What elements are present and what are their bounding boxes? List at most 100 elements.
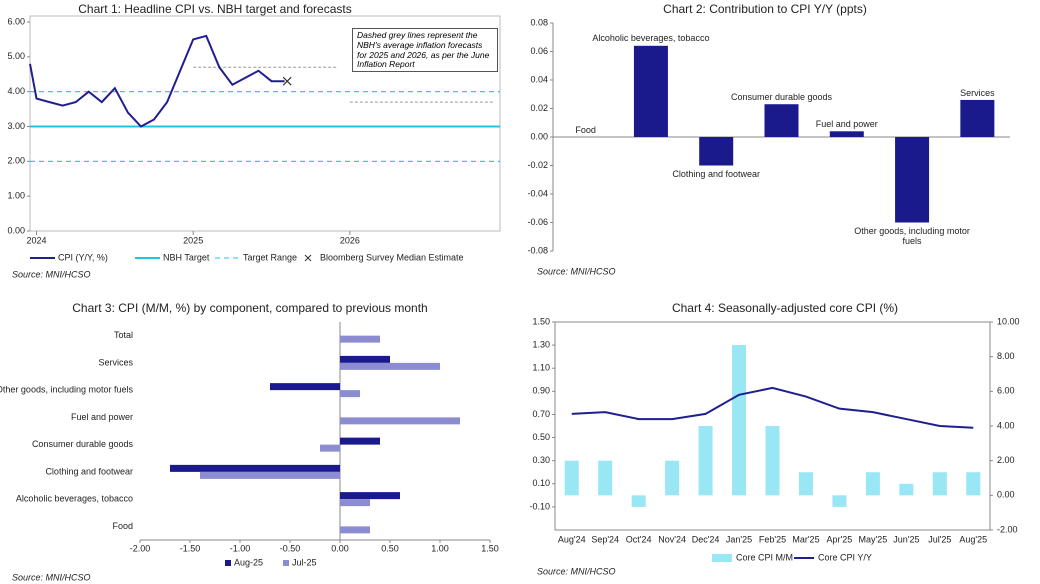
bar <box>320 444 340 452</box>
x-tick-label: 2025 <box>183 235 203 245</box>
x-tick-label: Mar'25 <box>792 534 819 544</box>
bar <box>170 464 340 472</box>
legend-swatch <box>283 560 289 566</box>
bar <box>598 460 613 496</box>
y-tick-label: 1.50 <box>532 316 550 326</box>
bar <box>698 426 713 496</box>
y-tick-label: 0.70 <box>532 409 550 419</box>
y-tick-label: -0.02 <box>527 160 548 170</box>
x-tick-label: -2.00 <box>130 543 151 553</box>
x-tick-label: Jul'25 <box>928 534 951 544</box>
bar <box>932 472 947 496</box>
bar <box>798 472 813 496</box>
y-tick-label: 0.90 <box>532 386 550 396</box>
legend-label: Core CPI Y/Y <box>818 552 872 562</box>
legend-swatch <box>225 560 231 566</box>
bar <box>665 460 680 496</box>
legend-label: Jul-25 <box>292 557 317 567</box>
x-tick-label: Apr'25 <box>827 534 853 544</box>
x-tick-label: May'25 <box>859 534 888 544</box>
plot-frame <box>29 15 501 232</box>
category-label: Services <box>98 357 133 367</box>
estimate-marker <box>282 76 292 86</box>
x-tick-label: -1.00 <box>230 543 251 553</box>
y2-tick-label: 0.00 <box>997 490 1015 500</box>
x-tick-label: Oct'24 <box>626 534 652 544</box>
chart-title: Chart 1: Headline CPI vs. NBH target and… <box>78 2 351 16</box>
yy-line <box>571 386 974 429</box>
source: Source: MNI/HCSO <box>537 266 616 276</box>
bar-label-box: Services <box>960 87 995 98</box>
x-tick-label: Sep'24 <box>591 534 619 544</box>
annotation-box: Dashed grey lines represent the NBH's av… <box>352 28 498 72</box>
y-tick-label: 0.04 <box>530 74 548 84</box>
x-tick-label: 0.00 <box>331 543 349 553</box>
bar-label: Consumer durable goods <box>730 91 833 102</box>
bar <box>832 495 847 507</box>
x-tick-label: 2024 <box>27 235 47 245</box>
category-label: Other goods, including motor fuels <box>0 385 133 395</box>
bar <box>270 383 340 391</box>
y-tick-label: -0.04 <box>527 188 548 198</box>
y-tick-label: 0.02 <box>530 103 548 113</box>
legend-swatch <box>712 554 732 562</box>
legend-swatch <box>304 254 312 262</box>
chart-title: Chart 3: CPI (M/M, %) by component, comp… <box>72 301 427 315</box>
y-tick-label: 1.10 <box>532 363 550 373</box>
source: Source: MNI/HCSO <box>12 572 91 582</box>
bar <box>899 483 914 496</box>
y-tick-label: 6.00 <box>7 16 25 26</box>
bar <box>829 131 864 137</box>
x-tick-label: 0.50 <box>381 543 399 553</box>
y2-tick-label: -2.00 <box>997 524 1018 534</box>
bar-label-box: Consumer durable goods <box>730 91 833 102</box>
bar-label-box: Alcoholic beverages, tobacco <box>592 33 710 44</box>
legend-label: Aug-25 <box>234 557 263 567</box>
x-tick-label: 1.50 <box>481 543 499 553</box>
y-tick-label: 5.00 <box>7 51 25 61</box>
source: Source: MNI/HCSO <box>537 566 616 576</box>
bar <box>765 426 780 496</box>
y-tick-label: 1.30 <box>532 339 550 349</box>
bar-label: Alcoholic beverages, tobacco <box>592 33 710 44</box>
bar-label-box: Food <box>575 124 596 135</box>
bar <box>340 437 380 445</box>
y-tick-label: 3.00 <box>7 121 25 131</box>
source: Source: MNI/HCSO <box>12 269 91 279</box>
x-tick-label: -0.50 <box>280 543 301 553</box>
y-tick-label: 0.06 <box>530 46 548 56</box>
chart-title: Chart 2: Contribution to CPI Y/Y (ppts) <box>663 2 867 16</box>
bar-label: Other goods, including motor fuels <box>854 225 970 246</box>
category-label: Alcoholic beverages, tobacco <box>16 494 133 504</box>
bar <box>895 137 930 223</box>
bar <box>340 492 400 500</box>
bar <box>966 472 981 496</box>
bar <box>564 460 579 496</box>
y-tick-label: -0.08 <box>527 245 548 255</box>
chart-title: Chart 4: Seasonally-adjusted core CPI (%… <box>672 301 898 315</box>
x-tick-label: Jan'25 <box>726 534 752 544</box>
bar-label: Services <box>960 87 995 98</box>
y-tick-label: 4.00 <box>7 86 25 96</box>
bar <box>960 99 995 137</box>
bar <box>631 495 646 507</box>
y-tick-label: 0.00 <box>7 225 25 235</box>
x-tick-label: Aug'25 <box>959 534 987 544</box>
legend-label: CPI (Y/Y, %) <box>58 252 108 262</box>
y2-tick-label: 2.00 <box>997 455 1015 465</box>
bar-label: Food <box>575 124 596 135</box>
bar <box>865 472 880 496</box>
bar-label-box: Other goods, including motor fuels <box>854 225 970 246</box>
category-label: Fuel and power <box>71 412 133 422</box>
y-tick-label: -0.06 <box>527 217 548 227</box>
y2-tick-label: 6.00 <box>997 386 1015 396</box>
bar-label: Clothing and footwear <box>672 168 760 179</box>
bar <box>200 471 340 479</box>
category-label: Total <box>114 330 133 340</box>
annotation: Dashed grey lines represent the NBH's av… <box>352 28 498 72</box>
x-tick-label: -1.50 <box>180 543 201 553</box>
legend-label: Target Range <box>243 252 297 262</box>
x-tick-label: Dec'24 <box>692 534 720 544</box>
category-label: Food <box>112 521 133 531</box>
